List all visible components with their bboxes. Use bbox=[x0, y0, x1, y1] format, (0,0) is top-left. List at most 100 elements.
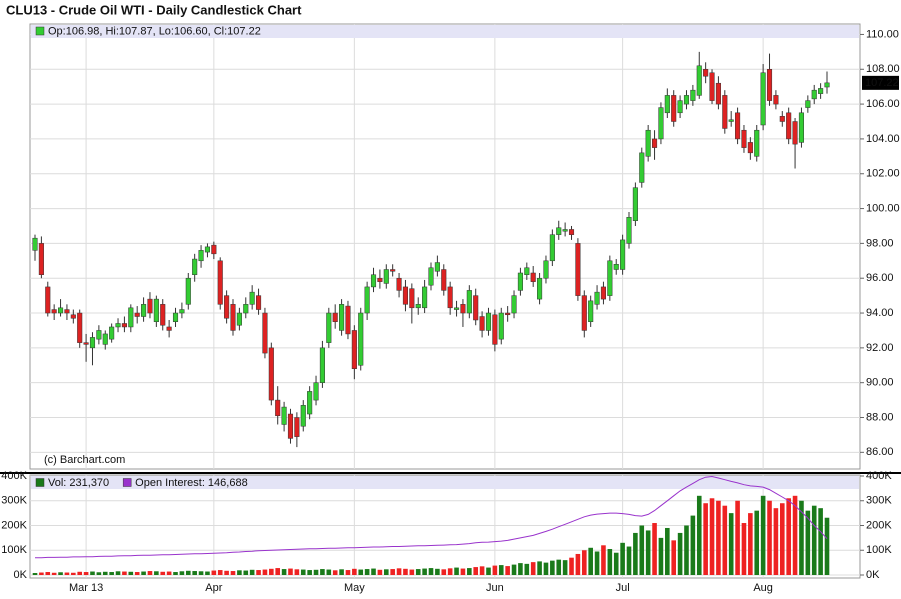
candle-body bbox=[779, 116, 785, 122]
candle-body bbox=[351, 330, 357, 370]
volume-bar bbox=[556, 559, 562, 575]
volume-bar bbox=[160, 571, 166, 575]
candle-body bbox=[192, 258, 198, 275]
volume-bar bbox=[454, 567, 459, 575]
x-tick-label: May bbox=[344, 582, 365, 594]
volume-bar bbox=[645, 530, 651, 575]
x-tick-label: Mar 13 bbox=[69, 582, 103, 594]
volume-bar bbox=[492, 565, 498, 575]
candle-body bbox=[141, 304, 147, 317]
volume-bar bbox=[77, 571, 83, 575]
candle-body bbox=[594, 291, 600, 305]
volume-bar bbox=[269, 568, 274, 575]
volume-bar bbox=[665, 527, 670, 575]
legend-swatch bbox=[122, 478, 132, 487]
y-tick-label: 92.00 bbox=[866, 342, 894, 354]
candle-body bbox=[179, 309, 185, 314]
y-tick-label: 108.00 bbox=[866, 63, 900, 75]
volume-bar bbox=[479, 566, 485, 575]
legend-swatch bbox=[35, 26, 45, 36]
volume-bar bbox=[320, 569, 325, 575]
volume-bar bbox=[211, 570, 217, 575]
volume-bar bbox=[550, 560, 555, 575]
y-tick-label: 100K bbox=[1, 544, 27, 556]
candle-body bbox=[492, 314, 498, 345]
volume-bar bbox=[741, 523, 747, 575]
volume-bar bbox=[447, 568, 453, 575]
candle-body bbox=[332, 312, 338, 322]
volume-bar bbox=[428, 568, 434, 575]
volume-bar bbox=[115, 571, 121, 575]
candle-body bbox=[575, 243, 581, 296]
y-tick-label: 94.00 bbox=[866, 307, 894, 319]
volume-bar bbox=[684, 525, 689, 575]
y-tick-label: 200K bbox=[1, 519, 27, 531]
candle-body bbox=[51, 309, 57, 314]
candle-body bbox=[172, 312, 179, 322]
volume-bar bbox=[313, 569, 319, 575]
last-price-label: 107.22 bbox=[865, 77, 899, 89]
candle-body bbox=[153, 298, 159, 322]
volume-bar bbox=[779, 503, 785, 575]
candle-body bbox=[786, 112, 792, 140]
volume-bar bbox=[690, 515, 696, 575]
volume-bar bbox=[818, 508, 823, 575]
last-price-box bbox=[862, 75, 899, 90]
y-tick-label: 0K bbox=[866, 569, 880, 581]
candle-body bbox=[402, 286, 409, 305]
volume-bar bbox=[364, 569, 370, 575]
candle-body bbox=[735, 112, 741, 140]
volume-bar bbox=[237, 570, 242, 575]
volume-bar bbox=[217, 570, 223, 575]
volume-bar bbox=[824, 517, 830, 575]
volume-bar bbox=[90, 571, 95, 575]
volume-bar bbox=[792, 495, 798, 575]
candle-body bbox=[134, 312, 140, 317]
candle-body bbox=[696, 65, 702, 96]
candle-body bbox=[57, 307, 64, 314]
candle-body bbox=[530, 272, 536, 282]
volume-bar bbox=[288, 568, 293, 575]
candle-body bbox=[671, 95, 677, 122]
candle-body bbox=[434, 262, 440, 272]
candle-body bbox=[677, 100, 683, 114]
legend-band bbox=[31, 476, 859, 489]
y-tick-label: 90.00 bbox=[866, 377, 894, 389]
candle-body bbox=[38, 243, 44, 275]
volume-bar bbox=[575, 553, 581, 575]
y-tick-label: 0K bbox=[14, 569, 28, 581]
y-tick-label: 300K bbox=[866, 495, 892, 507]
volume-bar bbox=[620, 542, 625, 575]
volume-bar bbox=[728, 513, 734, 575]
x-tick-label: Apr bbox=[205, 582, 222, 594]
candle-body bbox=[626, 217, 632, 244]
watermark: (c) Barchart.com bbox=[44, 454, 125, 466]
volume-bar bbox=[345, 570, 351, 575]
candle-body bbox=[588, 300, 594, 322]
y-tick-label: 400K bbox=[1, 470, 27, 482]
candle-body bbox=[715, 82, 721, 105]
x-tick-label: Aug bbox=[753, 582, 773, 594]
candle-body bbox=[249, 291, 255, 305]
candle-body bbox=[409, 288, 415, 309]
candle-body bbox=[83, 342, 89, 345]
candle-body bbox=[377, 277, 383, 282]
candle-body bbox=[479, 316, 485, 331]
candle-body bbox=[760, 72, 766, 126]
volume-bar bbox=[326, 569, 332, 575]
volume-bar bbox=[486, 567, 491, 575]
volume-bar bbox=[505, 566, 510, 575]
candle-body bbox=[818, 88, 824, 94]
candle-body bbox=[224, 295, 230, 319]
volume-bar bbox=[102, 571, 108, 575]
y-tick-label: 88.00 bbox=[866, 411, 894, 423]
volume-bar bbox=[754, 510, 760, 575]
candle-body bbox=[121, 323, 127, 328]
volume-bar bbox=[396, 568, 402, 575]
volume-bar bbox=[799, 500, 804, 575]
volume-bar bbox=[594, 551, 600, 575]
legend-band bbox=[31, 25, 859, 38]
candle-body bbox=[64, 309, 70, 314]
